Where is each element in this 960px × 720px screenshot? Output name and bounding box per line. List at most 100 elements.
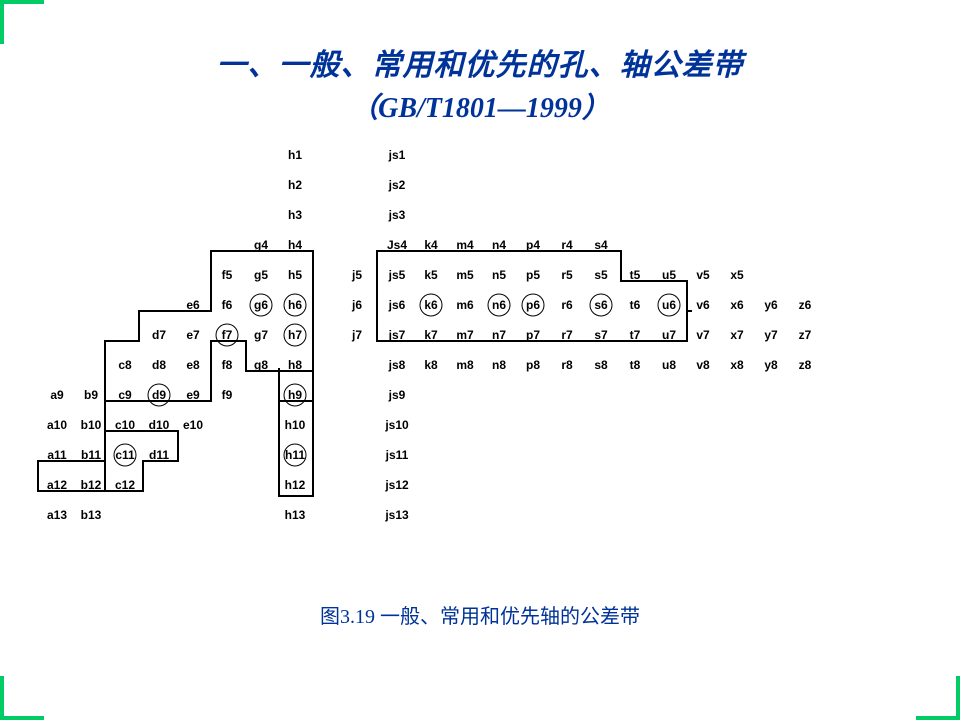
- cell-p8: p8: [516, 350, 550, 380]
- cell-c12: c12: [108, 470, 142, 500]
- cell-c9: c9: [108, 380, 142, 410]
- cell-js11: js11: [380, 440, 414, 470]
- cell-h10: h10: [278, 410, 312, 440]
- cell-v7: v7: [686, 320, 720, 350]
- cell-x7: x7: [720, 320, 754, 350]
- cell-c8: c8: [108, 350, 142, 380]
- cell-t7: t7: [618, 320, 652, 350]
- corner-decoration: [0, 676, 44, 720]
- cell-h5: h5: [278, 260, 312, 290]
- cell-s8: s8: [584, 350, 618, 380]
- cell-s4: s4: [584, 230, 618, 260]
- cell-j7: j7: [340, 320, 374, 350]
- cell-a11: a11: [40, 440, 74, 470]
- cell-b9: b9: [74, 380, 108, 410]
- cell-f7: f7: [210, 320, 244, 350]
- figure-caption: 图3.19 一般、常用和优先轴的公差带: [0, 600, 960, 629]
- cell-r8: r8: [550, 350, 584, 380]
- cell-m4: m4: [448, 230, 482, 260]
- cell-js12: js12: [380, 470, 414, 500]
- cell-s6: s6: [584, 290, 618, 320]
- cell-m8: m8: [448, 350, 482, 380]
- cell-j5: j5: [340, 260, 374, 290]
- cell-j6: j6: [340, 290, 374, 320]
- cell-p7: p7: [516, 320, 550, 350]
- cell-x8: x8: [720, 350, 754, 380]
- cell-c10: c10: [108, 410, 142, 440]
- cell-k5: k5: [414, 260, 448, 290]
- cell-a9: a9: [40, 380, 74, 410]
- cell-h3: h3: [278, 200, 312, 230]
- cell-p4: p4: [516, 230, 550, 260]
- cell-k4: k4: [414, 230, 448, 260]
- tolerance-grid: h1js1h2js2h3js3g4h4Js4k4m4n4p4r4s4f5g5h5…: [40, 140, 900, 560]
- cell-d11: d11: [142, 440, 176, 470]
- cell-r4: r4: [550, 230, 584, 260]
- cell-t6: t6: [618, 290, 652, 320]
- cell-u6: u6: [652, 290, 686, 320]
- cell-js5: js5: [380, 260, 414, 290]
- cell-d10: d10: [142, 410, 176, 440]
- cell-v8: v8: [686, 350, 720, 380]
- cell-f5: f5: [210, 260, 244, 290]
- cell-s5: s5: [584, 260, 618, 290]
- cell-g4: g4: [244, 230, 278, 260]
- cell-f6: f6: [210, 290, 244, 320]
- cell-h7: h7: [278, 320, 312, 350]
- cell-y6: y6: [754, 290, 788, 320]
- cell-u5: u5: [652, 260, 686, 290]
- cell-p5: p5: [516, 260, 550, 290]
- cell-k7: k7: [414, 320, 448, 350]
- cell-z8: z8: [788, 350, 822, 380]
- cell-f9: f9: [210, 380, 244, 410]
- cell-h4: h4: [278, 230, 312, 260]
- cell-h8: h8: [278, 350, 312, 380]
- cell-r6: r6: [550, 290, 584, 320]
- cell-js1: js1: [380, 140, 414, 170]
- cell-r5: r5: [550, 260, 584, 290]
- cell-h1: h1: [278, 140, 312, 170]
- cell-g7: g7: [244, 320, 278, 350]
- cell-b10: b10: [74, 410, 108, 440]
- cell-h2: h2: [278, 170, 312, 200]
- cell-n5: n5: [482, 260, 516, 290]
- cell-e9: e9: [176, 380, 210, 410]
- cell-a12: a12: [40, 470, 74, 500]
- cell-x6: x6: [720, 290, 754, 320]
- cell-n8: n8: [482, 350, 516, 380]
- cell-d7: d7: [142, 320, 176, 350]
- cell-m6: m6: [448, 290, 482, 320]
- cell-e6: e6: [176, 290, 210, 320]
- cell-z6: z6: [788, 290, 822, 320]
- cell-d8: d8: [142, 350, 176, 380]
- cell-h11: h11: [278, 440, 312, 470]
- cell-m7: m7: [448, 320, 482, 350]
- cell-f8: f8: [210, 350, 244, 380]
- cell-js10: js10: [380, 410, 414, 440]
- cell-js3: js3: [380, 200, 414, 230]
- cell-b11: b11: [74, 440, 108, 470]
- corner-decoration: [916, 676, 960, 720]
- cell-js8: js8: [380, 350, 414, 380]
- cell-k8: k8: [414, 350, 448, 380]
- cell-js9: js9: [380, 380, 414, 410]
- cell-z7: z7: [788, 320, 822, 350]
- cell-u8: u8: [652, 350, 686, 380]
- cell-js7: js7: [380, 320, 414, 350]
- page-title: 一、一般、常用和优先的孔、轴公差带: [0, 0, 960, 84]
- cell-b12: b12: [74, 470, 108, 500]
- cell-js6: js6: [380, 290, 414, 320]
- cell-t5: t5: [618, 260, 652, 290]
- cell-c11: c11: [108, 440, 142, 470]
- cell-b13: b13: [74, 500, 108, 530]
- cell-e8: e8: [176, 350, 210, 380]
- cell-a13: a13: [40, 500, 74, 530]
- cell-v5: v5: [686, 260, 720, 290]
- cell-e10: e10: [176, 410, 210, 440]
- cell-e7: e7: [176, 320, 210, 350]
- cell-v6: v6: [686, 290, 720, 320]
- cell-p6: p6: [516, 290, 550, 320]
- cell-x5: x5: [720, 260, 754, 290]
- cell-Js4: Js4: [380, 230, 414, 260]
- cell-y8: y8: [754, 350, 788, 380]
